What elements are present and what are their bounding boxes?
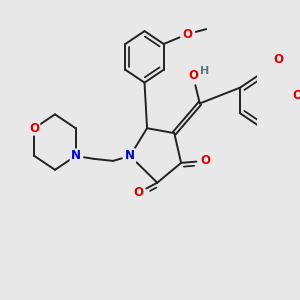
- Text: O: O: [200, 154, 210, 167]
- Text: O: O: [273, 53, 283, 66]
- Text: O: O: [134, 186, 144, 199]
- Text: N: N: [70, 149, 81, 162]
- Text: N: N: [125, 149, 135, 162]
- Text: O: O: [182, 28, 193, 40]
- Text: H: H: [200, 66, 209, 76]
- Text: O: O: [29, 122, 39, 135]
- Text: O: O: [188, 69, 198, 82]
- Text: O: O: [292, 89, 300, 102]
